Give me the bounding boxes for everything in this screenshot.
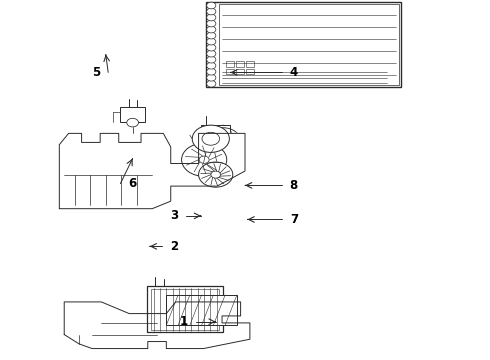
Bar bbox=[226, 69, 234, 74]
Text: 3: 3 bbox=[170, 210, 178, 222]
Circle shape bbox=[182, 143, 227, 176]
Bar bbox=[236, 61, 245, 67]
Circle shape bbox=[207, 32, 216, 39]
Circle shape bbox=[207, 56, 216, 63]
Bar bbox=[219, 4, 399, 85]
Circle shape bbox=[207, 38, 216, 45]
Circle shape bbox=[202, 132, 220, 145]
Bar bbox=[206, 3, 401, 87]
Circle shape bbox=[207, 26, 216, 33]
Circle shape bbox=[207, 80, 216, 87]
Text: 2: 2 bbox=[170, 240, 178, 253]
Bar bbox=[201, 125, 230, 156]
Circle shape bbox=[207, 75, 216, 81]
Circle shape bbox=[127, 118, 139, 127]
Circle shape bbox=[207, 2, 216, 9]
Bar bbox=[151, 289, 219, 329]
Text: 1: 1 bbox=[180, 315, 188, 328]
Bar bbox=[246, 69, 254, 74]
Text: 4: 4 bbox=[290, 66, 298, 79]
Bar bbox=[226, 61, 234, 67]
Circle shape bbox=[207, 62, 216, 69]
Circle shape bbox=[198, 162, 233, 187]
Circle shape bbox=[207, 14, 216, 21]
Circle shape bbox=[192, 125, 229, 152]
Circle shape bbox=[207, 50, 216, 57]
Bar bbox=[246, 61, 254, 67]
Bar bbox=[236, 69, 245, 74]
Circle shape bbox=[207, 20, 216, 27]
Text: 6: 6 bbox=[128, 177, 137, 190]
Bar bbox=[121, 107, 145, 122]
Circle shape bbox=[217, 136, 229, 145]
Bar bbox=[147, 286, 223, 332]
Circle shape bbox=[211, 171, 220, 178]
Polygon shape bbox=[59, 134, 245, 209]
Circle shape bbox=[207, 68, 216, 75]
Text: 8: 8 bbox=[290, 179, 298, 192]
Circle shape bbox=[207, 44, 216, 51]
Circle shape bbox=[207, 8, 216, 15]
Text: 7: 7 bbox=[290, 213, 298, 226]
Ellipse shape bbox=[213, 125, 233, 156]
Circle shape bbox=[199, 156, 209, 163]
Text: 5: 5 bbox=[92, 66, 100, 79]
Bar bbox=[166, 295, 237, 325]
